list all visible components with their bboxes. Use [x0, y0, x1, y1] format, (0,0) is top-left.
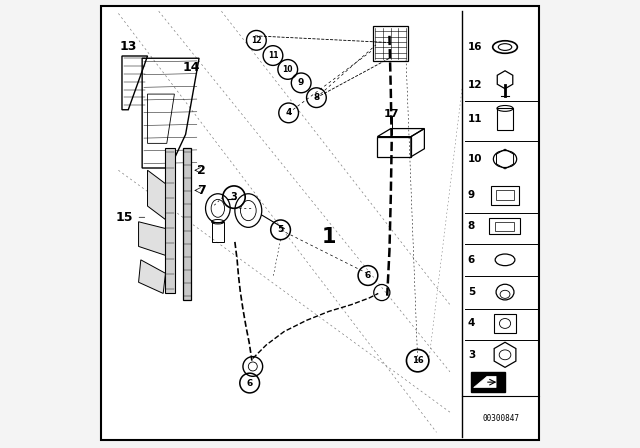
Text: 14: 14 — [182, 60, 200, 74]
Text: 6: 6 — [365, 271, 371, 280]
Text: 5: 5 — [468, 287, 475, 297]
Text: 00300847: 00300847 — [482, 414, 519, 423]
Bar — [495, 222, 514, 231]
Polygon shape — [148, 170, 165, 220]
Text: 12: 12 — [251, 36, 262, 45]
Polygon shape — [139, 222, 165, 255]
Text: 6: 6 — [468, 255, 475, 265]
Text: 9: 9 — [298, 78, 305, 87]
Bar — [491, 186, 519, 205]
Text: 1: 1 — [322, 228, 336, 247]
Text: 5: 5 — [278, 225, 284, 234]
Bar — [497, 108, 513, 130]
Text: 10: 10 — [468, 154, 483, 164]
Bar — [490, 218, 520, 234]
Bar — [496, 190, 514, 200]
Text: 17: 17 — [384, 109, 399, 119]
Text: 3: 3 — [468, 350, 475, 360]
Polygon shape — [474, 376, 496, 388]
Text: 13: 13 — [120, 39, 137, 53]
Bar — [184, 148, 191, 300]
Text: 11: 11 — [268, 51, 278, 60]
Text: 9: 9 — [468, 190, 475, 200]
Text: 7: 7 — [197, 184, 205, 197]
Text: 12: 12 — [468, 80, 483, 90]
Text: 16: 16 — [412, 356, 424, 365]
Text: 11: 11 — [468, 114, 483, 124]
Bar — [378, 137, 411, 157]
Polygon shape — [139, 260, 165, 293]
Bar — [212, 222, 224, 242]
Text: 15: 15 — [115, 211, 132, 224]
Text: 10: 10 — [282, 65, 293, 74]
Text: 16: 16 — [468, 42, 483, 52]
Text: 4: 4 — [285, 108, 292, 117]
Bar — [165, 148, 175, 293]
Bar — [472, 372, 505, 392]
Text: 3: 3 — [230, 192, 237, 202]
Bar — [494, 314, 516, 333]
Text: 6: 6 — [246, 379, 253, 388]
Text: 2: 2 — [197, 164, 205, 177]
Text: 8: 8 — [314, 93, 319, 102]
Text: 4: 4 — [468, 319, 476, 328]
Text: 8: 8 — [468, 221, 475, 231]
